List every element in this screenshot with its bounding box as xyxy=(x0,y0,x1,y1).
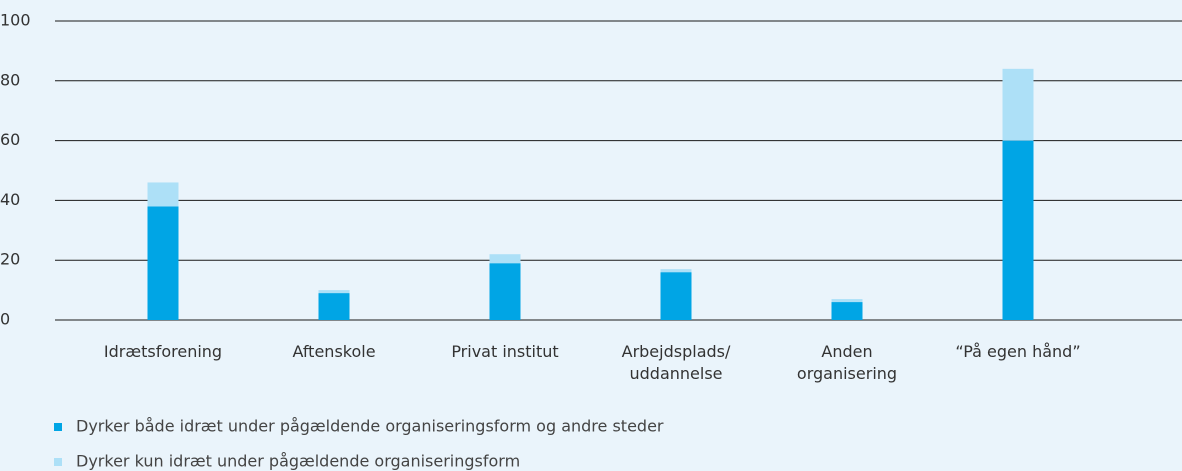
x-tick-line: organisering xyxy=(797,364,897,383)
bar-segment xyxy=(1002,68,1034,141)
bar-segment xyxy=(1002,140,1034,320)
x-tick-line: “På egen hånd” xyxy=(955,342,1080,361)
bar-segment xyxy=(318,290,350,294)
x-tick-line: Idrætsforening xyxy=(104,342,222,361)
y-tick-label: 60 xyxy=(0,130,20,149)
x-tick-label: Arbejdsplads/uddannelse xyxy=(622,342,731,383)
bar-segment xyxy=(147,206,179,320)
bar-segment xyxy=(147,182,179,207)
y-tick-label: 100 xyxy=(0,11,31,30)
y-tick-label: 40 xyxy=(0,190,20,209)
x-tick-line: uddannelse xyxy=(629,364,722,383)
legend-swatch xyxy=(54,458,62,466)
x-tick-line: Arbejdsplads/ xyxy=(622,342,731,361)
bar-segment xyxy=(489,263,521,320)
y-tick-label: 0 xyxy=(0,310,10,329)
bar-segment xyxy=(318,293,350,320)
x-tick-label: “På egen hånd” xyxy=(955,342,1080,361)
x-tick-label: Aftenskole xyxy=(292,342,375,361)
legend-swatch xyxy=(54,423,62,431)
legend-label: Dyrker kun idræt under pågældende organi… xyxy=(76,452,520,471)
y-tick-label: 20 xyxy=(0,250,20,269)
bar-segment xyxy=(831,299,863,303)
bar-segment xyxy=(660,269,692,273)
x-tick-line: Privat institut xyxy=(451,342,558,361)
x-tick-line: Anden xyxy=(821,342,872,361)
bar-segment xyxy=(489,254,521,264)
legend-label: Dyrker både idræt under pågældende organ… xyxy=(76,417,664,436)
bar-segment xyxy=(831,302,863,320)
x-tick-label: Privat institut xyxy=(451,342,558,361)
x-tick-label: Anden organisering xyxy=(797,342,897,383)
x-tick-label: Idrætsforening xyxy=(104,342,222,361)
bar-segment xyxy=(660,272,692,320)
x-tick-line: Aftenskole xyxy=(292,342,375,361)
y-tick-label: 80 xyxy=(0,70,20,89)
